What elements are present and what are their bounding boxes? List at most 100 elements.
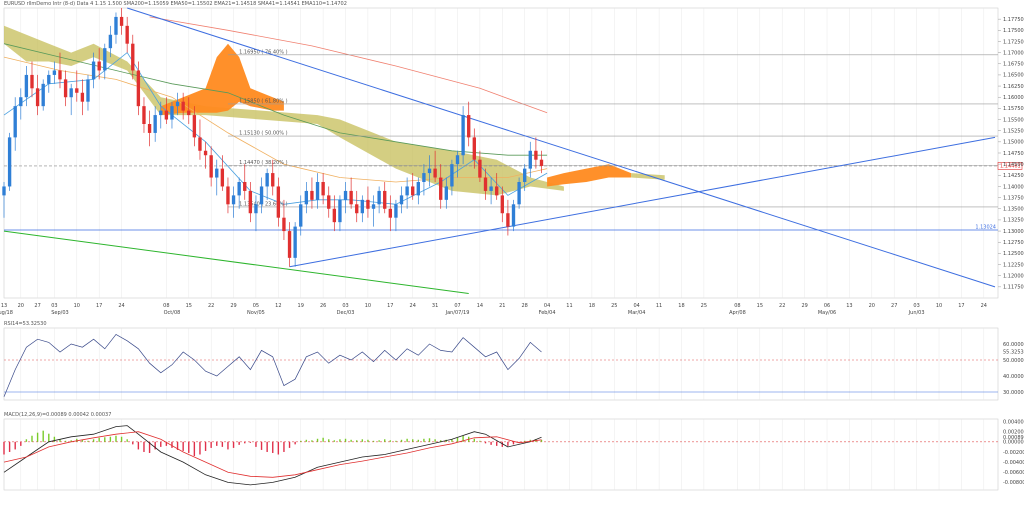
- candle-body: [321, 182, 325, 196]
- candle-body: [97, 61, 101, 71]
- x-tick-label: 11: [656, 303, 662, 309]
- price-tick-label: 1.15500: [1003, 117, 1024, 123]
- x-month-label: Jan/07/19: [445, 310, 470, 316]
- x-tick-label: 08: [163, 303, 169, 309]
- moving-average-line: [149, 16, 548, 114]
- fibonacci-level-label: 1.15130 ( 50.00% ): [239, 131, 287, 137]
- trendline: [127, 7, 996, 288]
- candle-body: [355, 204, 359, 214]
- candle-body: [52, 70, 57, 75]
- candle-body: [506, 213, 510, 227]
- x-tick-label: 27: [891, 303, 897, 309]
- x-month-label: Apr/08: [729, 310, 746, 316]
- candle-body: [181, 101, 185, 111]
- x-tick-label: 18: [678, 303, 684, 309]
- candle-body: [360, 199, 365, 214]
- macd-tick-label: 0.00089: [1003, 435, 1024, 441]
- x-tick-label: 04: [633, 303, 639, 309]
- price-tick-label: 1.12750: [1003, 240, 1024, 246]
- current-price-badge: [997, 162, 1023, 170]
- price-tick-label: 1.13250: [1003, 218, 1024, 224]
- candle-body: [467, 115, 471, 138]
- candle-body: [215, 168, 219, 178]
- candle-body: [231, 195, 236, 205]
- x-tick-label: 11: [566, 303, 572, 309]
- candle-body: [80, 92, 85, 102]
- price-tick-label: 1.14000: [1003, 184, 1024, 190]
- candle-body: [416, 182, 420, 196]
- x-tick-label: 24: [118, 303, 124, 309]
- candle-body: [75, 88, 79, 93]
- candle-body: [187, 110, 191, 116]
- price-header: EURUSD rllmDemo Intr (8-d) Data 4 1.15 1…: [4, 1, 347, 7]
- ichimoku-cloud-layer: [4, 25, 665, 196]
- candle-body: [472, 137, 476, 160]
- x-tick-label: 13: [846, 303, 852, 309]
- x-tick-label: 24: [981, 303, 987, 309]
- price-tick-label: 1.12500: [1003, 251, 1024, 257]
- price-tick-label: 1.14750: [1003, 151, 1024, 157]
- candlestick-layer: [2, 8, 544, 267]
- macd-tick-label: 0.00200: [1003, 429, 1024, 435]
- x-tick-label: 31: [432, 303, 438, 309]
- candle-body: [131, 43, 135, 71]
- x-tick-label: 17: [96, 303, 102, 309]
- macd-tick-label: -0.00200: [1003, 450, 1024, 456]
- macd-tick-label: 0.00400: [1003, 419, 1024, 425]
- candle-body: [24, 74, 29, 98]
- candle-body: [377, 190, 381, 205]
- x-tick-label: 25: [701, 303, 707, 309]
- price-tick-label: 1.13500: [1003, 207, 1024, 213]
- price-tick-label: 1.17000: [1003, 50, 1024, 56]
- x-tick-label: 15: [186, 303, 192, 309]
- candle-body: [299, 204, 303, 227]
- candle-body: [388, 208, 393, 218]
- price-tick-label: 1.17500: [1003, 28, 1024, 34]
- x-tick-label: 29: [801, 303, 807, 309]
- candle-body: [478, 159, 482, 178]
- x-tick-label: 03: [342, 303, 348, 309]
- candle-body: [142, 106, 146, 124]
- candle-body: [58, 70, 62, 80]
- x-tick-label: 20: [869, 303, 875, 309]
- candle-body: [304, 190, 309, 205]
- candle-body: [287, 231, 292, 258]
- axis-layer: 1.17750 1.17500 1.17250 1.17000 1.16750 1.165…: [0, 17, 1024, 486]
- x-tick-label: 17: [958, 303, 964, 309]
- x-tick-label: 25: [611, 303, 617, 309]
- candle-body: [159, 110, 163, 116]
- macd-layer: [3, 425, 998, 486]
- rsi-tick-label: 50.00000: [1003, 358, 1024, 364]
- candle-body: [271, 173, 275, 187]
- candle-body: [349, 190, 353, 205]
- x-tick-label: 22: [208, 303, 214, 309]
- candle-body: [534, 150, 538, 160]
- macd-tick-label: -0.00800: [1003, 480, 1024, 486]
- horizontal-support-label: 1.13024: [975, 225, 996, 231]
- x-tick-label: 07: [454, 303, 460, 309]
- candle-body: [30, 74, 34, 89]
- candle-body: [175, 101, 180, 107]
- x-tick-label: 18: [589, 303, 595, 309]
- candle-body: [243, 182, 247, 191]
- rsi-tick-label: 40.00000: [1003, 374, 1024, 380]
- price-tick-label: 1.12250: [1003, 262, 1024, 268]
- price-tick-label: 1.14250: [1003, 173, 1024, 179]
- price-tick-label: 1.13000: [1003, 229, 1024, 235]
- candle-body: [254, 204, 258, 214]
- x-tick-label: 22: [779, 303, 785, 309]
- macd-tick-label: 0.00000: [1003, 440, 1024, 446]
- price-tick-label: 1.17750: [1003, 17, 1024, 23]
- price-tick-label: 1.15750: [1003, 106, 1024, 112]
- candle-body: [411, 186, 415, 196]
- macd-line: [3, 425, 542, 486]
- candle-body: [523, 168, 527, 182]
- candle-body: [500, 195, 504, 214]
- candle-body: [259, 186, 264, 205]
- candle-body: [399, 195, 404, 205]
- price-tick-label: 1.12000: [1003, 273, 1024, 279]
- grid-layer: [3, 7, 999, 491]
- candle-body: [427, 168, 432, 174]
